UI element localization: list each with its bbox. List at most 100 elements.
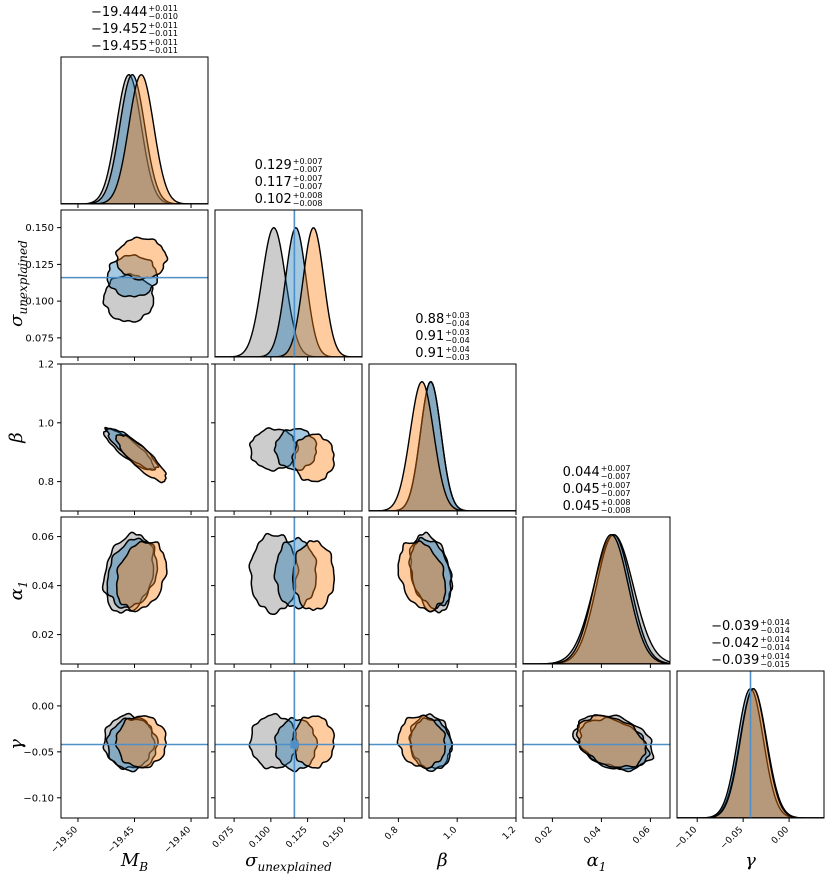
stat-errors: +0.03 −0.04 (445, 310, 470, 328)
x-tick-label: −19.50 (49, 825, 80, 856)
summary-stats-gamma: −0.039 +0.014 −0.014 −0.042 +0.014 −0.014 −0.0… (691, 618, 811, 669)
panel-content (369, 713, 516, 773)
stat-errors: +0.03 −0.04 (445, 328, 470, 345)
stat-value: 0.045 (562, 499, 600, 514)
y-tick-label: 0.02 (32, 630, 54, 641)
y-tick-label: 0.075 (25, 333, 54, 344)
stat-upper-error: +0.03 (445, 310, 470, 320)
contour-series-0 (396, 714, 446, 770)
contour-series-0 (575, 714, 648, 769)
y-axis-label-sigma-symbol: σ (6, 314, 27, 327)
panel-alpha1-vs-sigma (211, 516, 363, 668)
panel-gamma-vs-MB: −19.50 −19.45 −19.40−0.10−0.050.00 (23, 670, 209, 856)
stat-errors: +0.014 −0.015 (760, 652, 790, 669)
stat-upper-error: +0.007 (292, 173, 323, 183)
stat-line-series-2: −19.455 +0.011 −0.011 (75, 38, 195, 55)
y-tick-label: 1.0 (38, 418, 54, 429)
stat-lower-error: −0.015 (760, 659, 790, 669)
stat-lower-error: −0.011 (148, 28, 178, 38)
panel-frame (676, 670, 825, 819)
contour-series-2 (409, 713, 453, 770)
stat-upper-error: +0.008 (292, 190, 323, 200)
stat-lower-error: −0.010 (148, 11, 178, 21)
panel-gamma-vs-alpha1: 0.02 0.04 0.06 (519, 670, 671, 846)
x-tick-label: 0.00 (770, 825, 791, 846)
marginal-curve-series-1 (215, 226, 362, 357)
x-tick-label: 0.8 (383, 825, 400, 842)
x-tick-label: 0.100 (248, 825, 273, 850)
y-tick-label: 0.8 (38, 477, 54, 488)
contour-series-0 (291, 715, 335, 769)
stat-upper-error: +0.008 (600, 497, 631, 507)
contour-series-1 (273, 536, 318, 610)
stat-lower-error: −0.007 (292, 164, 323, 174)
panel-content (397, 531, 454, 614)
x-axis-label-gamma-symbol: γ (745, 850, 756, 871)
stat-line-series-0: 0.88 +0.03 −0.04 (383, 311, 503, 328)
x-axis-label-sigma-subscript: unexplained (257, 860, 332, 874)
x-axis-label-MB: MB (120, 850, 148, 874)
panel-MB-vs-MB (60, 56, 209, 208)
stat-errors: +0.011 −0.011 (148, 20, 178, 38)
panel-beta-vs-sigma (211, 363, 363, 515)
stat-lower-error: −0.014 (760, 642, 790, 652)
x-axis-label-alpha1-subscript: 1 (599, 860, 607, 874)
panel-alpha1-vs-beta (365, 516, 517, 668)
y-tick-label: 0.125 (25, 260, 54, 271)
panel-frame (214, 670, 363, 819)
stat-upper-error: +0.007 (292, 156, 323, 166)
x-axis-label-sigma: σunexplained (245, 850, 332, 874)
y-tick-label: 0.150 (25, 223, 54, 234)
stat-line-series-2: 0.102 +0.008 −0.008 (229, 191, 349, 208)
stat-value: 0.117 (254, 175, 292, 190)
stat-upper-error: +0.007 (600, 480, 631, 490)
y-axis-label-gamma-symbol: γ (6, 739, 27, 750)
panel-frame (522, 670, 671, 819)
contour-series-1 (106, 254, 159, 298)
stat-value: 0.129 (254, 158, 292, 173)
stat-line-series-1: 0.117 +0.007 −0.007 (229, 174, 349, 191)
panel-content (61, 236, 208, 323)
stat-errors: +0.007 −0.007 (292, 156, 323, 174)
y-axis-label-sigma: σunexplained (6, 240, 30, 327)
stat-errors: +0.007 −0.007 (600, 480, 631, 498)
stat-line-series-2: 0.045 +0.008 −0.008 (537, 498, 657, 515)
truth-marker (290, 740, 299, 749)
stat-upper-error: +0.014 (760, 617, 790, 627)
contour-series-0 (115, 236, 169, 281)
marginal-curve-series-0 (369, 380, 516, 511)
stat-errors: +0.011 −0.010 (148, 3, 178, 21)
x-tick-label: 1.0 (442, 825, 459, 842)
stat-line-series-0: −19.444 +0.011 −0.010 (75, 4, 195, 21)
stat-lower-error: −0.007 (600, 471, 631, 481)
stat-value: −0.039 (711, 653, 760, 668)
x-axis-label-MB-subscript: B (138, 860, 148, 874)
x-axis-label-sigma-symbol: σ (245, 850, 258, 871)
y-tick-label: 0.100 (25, 297, 54, 308)
stat-upper-error: +0.011 (148, 20, 178, 30)
stat-line-series-1: 0.045 +0.007 −0.007 (537, 481, 657, 498)
marginal-curve-series-0 (61, 74, 208, 204)
contour-series-0 (115, 540, 168, 613)
stat-value: 0.102 (254, 192, 292, 207)
stat-line-series-2: −0.039 +0.014 −0.015 (691, 652, 811, 669)
stat-lower-error: −0.007 (292, 181, 323, 191)
contour-series-1 (106, 537, 159, 609)
y-axis-label-gamma: γ (6, 739, 27, 750)
panel-content (677, 671, 824, 818)
y-tick-label: 0.06 (32, 532, 54, 543)
x-tick-label: −0.05 (719, 825, 746, 852)
panel-gamma-vs-beta: 0.8 1.0 1.2 (365, 670, 518, 842)
stat-value: −19.455 (91, 39, 148, 54)
panel-frame (368, 670, 517, 819)
panel-sigma-vs-sigma (214, 209, 363, 361)
stat-line-series-0: 0.044 +0.007 −0.007 (537, 464, 657, 481)
stat-errors: +0.007 −0.007 (292, 173, 323, 191)
x-tick-label: 0.02 (533, 825, 554, 846)
contour-series-0 (114, 715, 167, 769)
stat-line-series-0: −0.039 +0.014 −0.014 (691, 618, 811, 635)
stat-upper-error: +0.011 (148, 3, 178, 13)
x-tick-label: 0.04 (582, 825, 603, 846)
panel-content (248, 364, 335, 511)
panel-content (61, 73, 208, 204)
